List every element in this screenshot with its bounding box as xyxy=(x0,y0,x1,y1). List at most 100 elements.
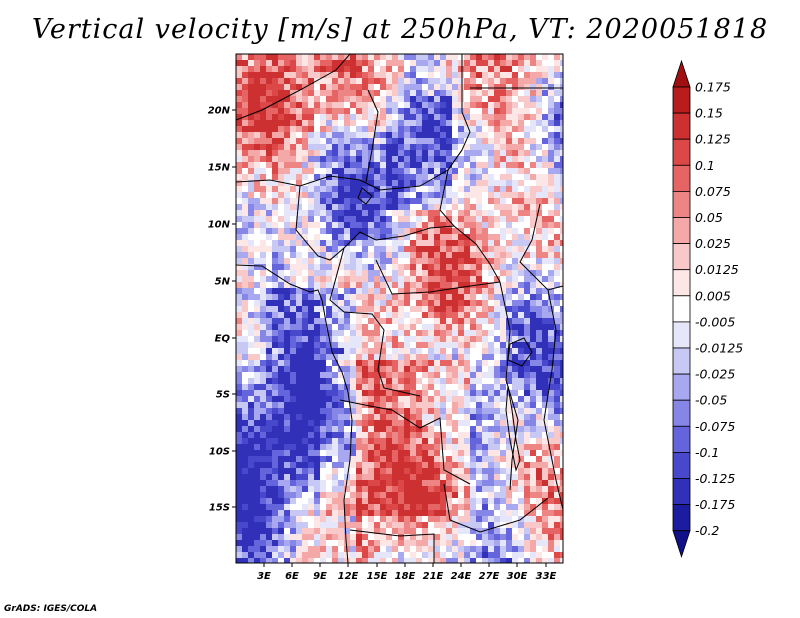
field-cell xyxy=(464,366,471,373)
field-cell xyxy=(236,534,243,541)
field-cell xyxy=(248,204,255,211)
field-cell xyxy=(242,486,249,493)
field-cell xyxy=(392,108,399,115)
field-cell xyxy=(308,282,315,289)
field-cell xyxy=(548,438,555,445)
field-cell xyxy=(554,384,561,391)
field-cell xyxy=(278,264,285,271)
field-cell xyxy=(494,432,501,439)
field-cell xyxy=(314,192,321,199)
field-cell xyxy=(314,108,321,115)
field-cell xyxy=(554,120,561,127)
field-cell xyxy=(332,186,339,193)
field-cell xyxy=(416,282,423,289)
field-cell xyxy=(404,468,411,475)
field-cell xyxy=(446,210,453,217)
field-cell xyxy=(368,198,375,205)
field-cell xyxy=(434,504,441,511)
field-cell xyxy=(290,360,297,367)
field-cell xyxy=(242,348,249,355)
field-cell xyxy=(380,426,387,433)
field-cell xyxy=(380,84,387,91)
field-cell xyxy=(554,408,561,415)
field-cell xyxy=(410,324,417,331)
field-cell xyxy=(272,204,279,211)
field-cell xyxy=(500,186,507,193)
field-cell xyxy=(434,204,441,211)
field-cell xyxy=(488,174,495,181)
field-cell xyxy=(512,126,519,133)
field-cell xyxy=(374,396,381,403)
field-cell xyxy=(404,288,411,295)
field-cell xyxy=(428,240,435,247)
field-cell xyxy=(476,198,483,205)
field-cell xyxy=(494,372,501,379)
field-cell xyxy=(404,552,411,559)
field-cell xyxy=(308,114,315,121)
field-cell xyxy=(314,294,321,301)
field-cell xyxy=(434,390,441,397)
field-cell xyxy=(500,510,507,517)
field-cell xyxy=(320,258,327,265)
field-cell xyxy=(452,84,459,91)
field-cell xyxy=(554,522,561,529)
field-cell xyxy=(248,366,255,373)
field-cell xyxy=(290,156,297,163)
field-cell xyxy=(314,498,321,505)
field-cell xyxy=(356,378,363,385)
field-cell xyxy=(386,150,393,157)
field-cell xyxy=(362,288,369,295)
field-cell xyxy=(236,252,243,259)
field-cell xyxy=(506,210,513,217)
field-cell xyxy=(302,546,309,553)
field-cell xyxy=(236,270,243,277)
field-cell xyxy=(302,180,309,187)
field-cell xyxy=(458,126,465,133)
field-cell xyxy=(254,360,261,367)
field-cell xyxy=(386,558,393,563)
field-cell xyxy=(464,282,471,289)
field-cell xyxy=(326,270,333,277)
field-cell xyxy=(350,240,357,247)
field-cell xyxy=(248,348,255,355)
field-cell xyxy=(404,216,411,223)
field-cell xyxy=(476,168,483,175)
field-cell xyxy=(416,504,423,511)
field-cell xyxy=(374,288,381,295)
field-cell xyxy=(482,216,489,223)
field-cell xyxy=(470,204,477,211)
field-cell xyxy=(530,252,537,259)
field-cell xyxy=(374,222,381,229)
field-cell xyxy=(290,390,297,397)
field-cell xyxy=(404,270,411,277)
field-cell xyxy=(368,306,375,313)
field-cell xyxy=(350,390,357,397)
field-cell xyxy=(548,96,555,103)
field-cell xyxy=(248,72,255,79)
field-cell xyxy=(338,516,345,523)
field-cell xyxy=(308,516,315,523)
field-cell xyxy=(284,204,291,211)
field-cell xyxy=(296,336,303,343)
field-cell xyxy=(290,204,297,211)
field-cell xyxy=(542,120,549,127)
field-cell xyxy=(350,54,357,61)
field-cell xyxy=(344,528,351,535)
field-cell xyxy=(410,474,417,481)
field-cell xyxy=(272,234,279,241)
field-cell xyxy=(374,300,381,307)
field-cell xyxy=(392,426,399,433)
field-cell xyxy=(278,354,285,361)
field-cell xyxy=(302,174,309,181)
field-cell xyxy=(452,450,459,457)
field-cell xyxy=(272,438,279,445)
field-cell xyxy=(254,252,261,259)
field-cell xyxy=(392,120,399,127)
field-cell xyxy=(386,132,393,139)
field-cell xyxy=(536,456,543,463)
field-cell xyxy=(260,150,267,157)
field-cell xyxy=(266,96,273,103)
field-cell xyxy=(284,258,291,265)
field-cell xyxy=(542,312,549,319)
field-cell xyxy=(248,390,255,397)
